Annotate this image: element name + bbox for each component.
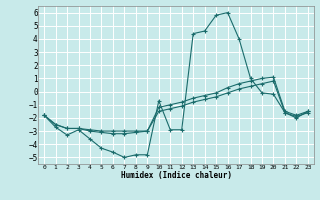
X-axis label: Humidex (Indice chaleur): Humidex (Indice chaleur) bbox=[121, 171, 231, 180]
